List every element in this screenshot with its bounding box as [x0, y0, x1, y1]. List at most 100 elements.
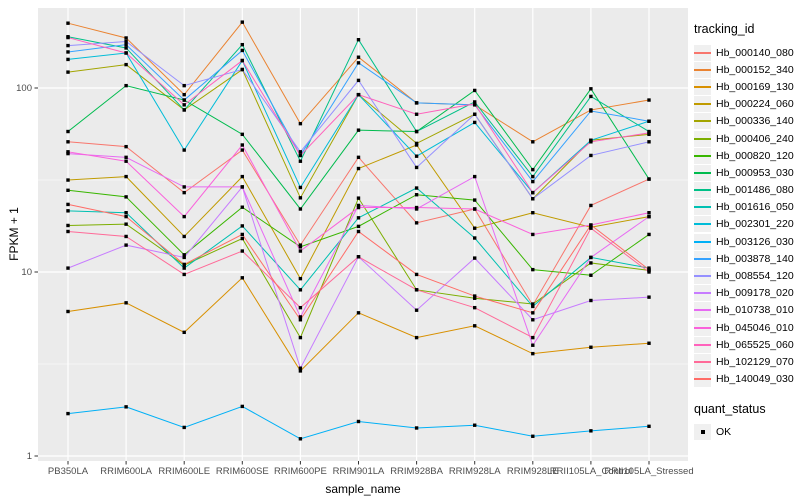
data-point [414, 288, 419, 292]
legend-item: Hb_000169_130 [694, 78, 800, 95]
x-tick-label: RRIM928LA [449, 466, 501, 477]
legend-label: Hb_065525_060 [716, 338, 794, 351]
x-tick-label: RRIM928BA [390, 466, 443, 477]
data-point [356, 92, 361, 97]
data-point [298, 335, 303, 340]
data-point [531, 311, 535, 315]
x-tick-label: RRIM928LE [507, 466, 559, 477]
data-point [240, 205, 244, 209]
data-point [66, 209, 70, 213]
legend-item: Hb_009178_020 [694, 285, 800, 302]
series-color-key-icon [694, 164, 711, 181]
legend-item: Hb_000820_120 [694, 147, 800, 164]
data-point [531, 335, 535, 340]
data-point [66, 202, 70, 207]
data-point [240, 48, 244, 53]
x-tick-label: RRIM600PE [274, 466, 327, 477]
data-point [240, 232, 244, 237]
legend-label: Hb_000152_340 [716, 63, 794, 76]
data-point [124, 234, 128, 239]
data-point [124, 83, 128, 88]
data-point [414, 272, 419, 277]
data-point [66, 70, 70, 74]
data-point [182, 103, 186, 107]
data-point [356, 78, 361, 83]
data-point [66, 50, 70, 54]
legend-label: Hb_010738_010 [716, 304, 794, 317]
data-point [298, 366, 303, 370]
legend-label: Hb_001616_050 [716, 201, 794, 214]
legend: tracking_id Hb_000140_080 Hb_000152_340 Hb… [694, 22, 800, 441]
series-color-key-icon [694, 182, 711, 199]
data-point [473, 423, 477, 427]
data-point [531, 232, 535, 237]
data-point [298, 305, 303, 310]
data-point [124, 222, 128, 226]
data-point [589, 226, 593, 230]
data-point [589, 109, 593, 113]
data-point [647, 131, 651, 135]
data-point [182, 425, 186, 430]
data-point [240, 67, 244, 72]
data-point [356, 55, 361, 59]
data-point [124, 155, 128, 160]
data-point [240, 42, 244, 47]
data-point [298, 318, 303, 322]
data-point [473, 256, 477, 260]
data-point [124, 301, 128, 305]
data-point [473, 324, 477, 328]
data-point [647, 211, 651, 215]
data-point [124, 174, 128, 179]
series-color-key-icon [694, 371, 711, 388]
x-tick-label: RRIM600SE [216, 466, 269, 477]
series-color-key-icon [694, 285, 711, 302]
data-point [124, 144, 128, 149]
data-point [473, 226, 477, 230]
data-point [240, 174, 244, 179]
data-point [647, 295, 651, 299]
series-color-key-icon [694, 250, 711, 267]
data-point [414, 308, 419, 312]
data-point [589, 203, 593, 208]
data-point [414, 193, 419, 197]
data-point [589, 298, 593, 303]
series-color-key-icon [694, 353, 711, 370]
data-point [589, 87, 593, 91]
data-point [356, 216, 361, 220]
data-point [414, 335, 419, 340]
data-point [124, 36, 128, 40]
data-point [298, 288, 303, 292]
data-point [124, 214, 128, 219]
data-point [298, 159, 303, 163]
data-point [531, 351, 535, 356]
data-point [647, 270, 651, 274]
data-point [414, 141, 419, 146]
data-point [182, 214, 186, 219]
data-point [240, 148, 244, 152]
x-tick-label: RRIM901LA [333, 466, 385, 477]
data-point [356, 203, 361, 208]
data-point [414, 221, 419, 225]
data-point [356, 255, 361, 259]
data-point [589, 153, 593, 158]
data-point [298, 150, 303, 154]
data-point [531, 434, 535, 438]
data-point [298, 437, 303, 441]
data-point [356, 155, 361, 160]
data-point [356, 196, 361, 200]
data-point [124, 243, 128, 247]
data-point [66, 43, 70, 48]
data-point [647, 214, 651, 219]
legend-item: Hb_003126_030 [694, 233, 800, 250]
data-point [647, 177, 651, 181]
y-tick-label: 10 [21, 267, 32, 278]
data-point [589, 140, 593, 144]
data-point [531, 211, 535, 215]
data-point [66, 57, 70, 62]
legend-label: Hb_001486_080 [716, 184, 794, 197]
legend-item: Hb_102129_070 [694, 353, 800, 370]
data-point [414, 205, 419, 210]
series-color-key-icon [694, 96, 711, 113]
y-axis-title: FPKM + 1 [7, 207, 21, 261]
